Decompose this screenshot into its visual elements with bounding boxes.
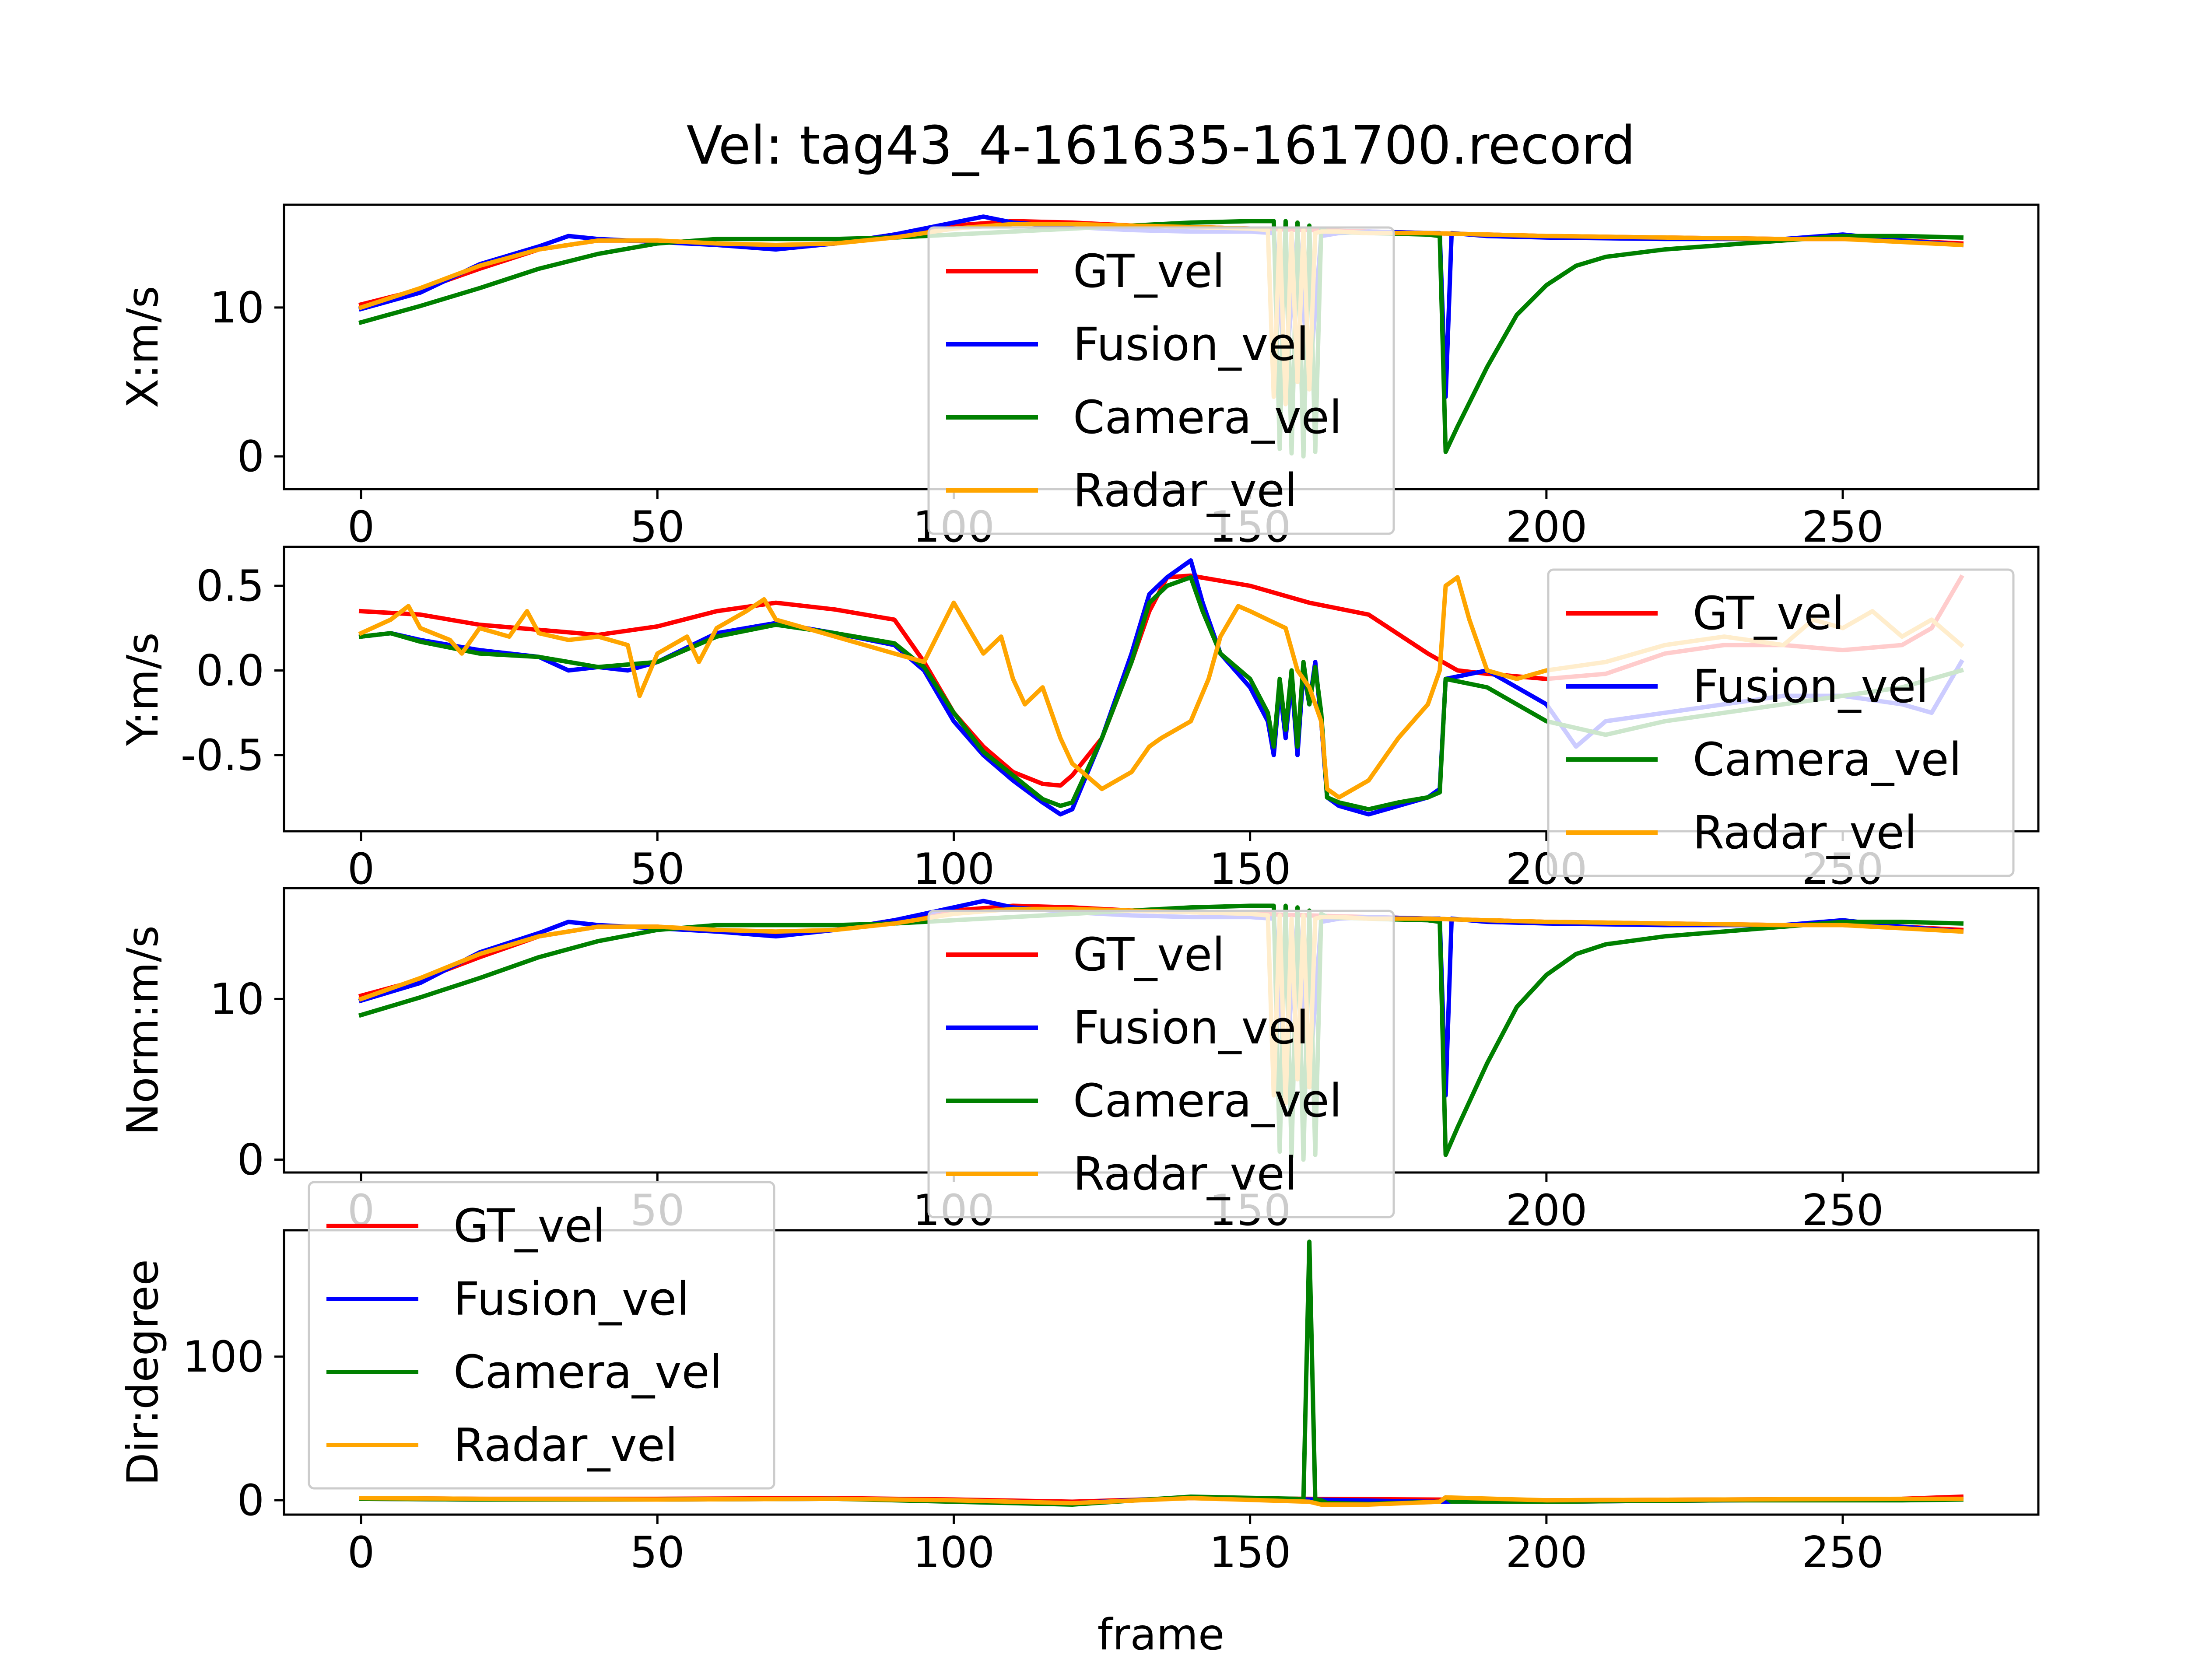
x-tick-label: 150 (1209, 1528, 1291, 1578)
legend-label: GT_vel (1073, 928, 1225, 981)
legend: GT_vel Fusion_vel Camera_vel Radar_vel (927, 910, 1395, 1218)
legend-box (308, 1181, 775, 1490)
legend-label: Fusion_vel (1693, 660, 1929, 713)
y-axis-label: X:m/s (118, 286, 168, 408)
x-tick-label: 250 (1802, 502, 1884, 552)
axes-frame (283, 546, 2040, 833)
x-tick-label: 0 (347, 844, 375, 894)
y-tick-label: 10 (210, 283, 264, 333)
legend-label: GT_vel (1073, 245, 1225, 298)
y-axis-label: Dir:degree (118, 1259, 168, 1486)
x-tick-label: 150 (1209, 844, 1291, 894)
legend-label: Fusion_vel (1073, 318, 1309, 371)
y-tick-label: 0.5 (196, 561, 264, 611)
legend: GT_vel Fusion_vel Camera_vel Radar_vel (308, 1181, 775, 1490)
legend: GT_vel Fusion_vel Camera_vel Radar_vel (1547, 568, 2015, 877)
legend-box (927, 910, 1395, 1218)
legend-label: Radar_vel (1693, 806, 1917, 859)
x-tick-label: 50 (630, 844, 685, 894)
legend-label: GT_vel (453, 1199, 605, 1253)
x-tick-label: 50 (630, 1528, 685, 1578)
y-axis-label: Norm:m/s (118, 925, 168, 1135)
y-tick-label: 0 (237, 1476, 264, 1526)
y-tick-label: -0.5 (181, 731, 264, 780)
legend-label: Radar_vel (1073, 464, 1297, 517)
y-tick-label: 100 (182, 1332, 264, 1382)
x-tick-label: 250 (1802, 1186, 1884, 1236)
series-line-radar-vel (359, 1495, 1964, 1507)
y-tick-label: 0 (237, 1135, 264, 1185)
x-tick-label: 0 (347, 502, 375, 552)
x-tick-label: 100 (913, 1528, 995, 1578)
subplot-2: 050100150200250-0.50.00.5Y:m/sGT_velFusi… (118, 546, 2040, 894)
x-tick-label: 50 (630, 502, 685, 552)
series-line-fusion-vel (358, 558, 1964, 817)
legend-label: Radar_vel (453, 1418, 678, 1472)
series-line-radar-vel (358, 575, 1964, 800)
y-tick-label: 0 (237, 432, 264, 482)
figure-title: Vel: tag43_4-161635-161700.record (687, 116, 1636, 176)
axes-frame (283, 1229, 2040, 1516)
legend-label: Camera_vel (1073, 391, 1342, 444)
y-tick-label: 0.0 (196, 646, 264, 696)
x-tick-label: 100 (913, 844, 995, 894)
x-tick-label: 200 (1505, 1528, 1587, 1578)
y-axis-label: Y:m/s (118, 632, 168, 746)
legend-label: Camera_vel (453, 1345, 722, 1399)
legend-label: Radar_vel (1073, 1147, 1297, 1200)
y-tick-label: 10 (210, 974, 264, 1024)
legend-label: Fusion_vel (453, 1272, 689, 1326)
legend-label: GT_vel (1693, 587, 1844, 640)
legend-label: Camera_vel (1693, 733, 1962, 786)
subplot-1: 050100150200250010X:m/sGT_velFusion_velC… (118, 203, 2040, 552)
legend-box (1547, 568, 2015, 877)
x-tick-label: 200 (1505, 502, 1587, 552)
legend: GT_vel Fusion_vel Camera_vel Radar_vel (927, 226, 1395, 535)
x-axis-label: frame (1098, 1610, 1225, 1660)
legend-label: Fusion_vel (1073, 1001, 1309, 1054)
x-tick-label: 250 (1802, 1528, 1884, 1578)
subplot-4: 0 50 100 150 200 250 0 100 Dir:degree GT_vel Fusio… (118, 1181, 2040, 1578)
legend-label: Camera_vel (1073, 1074, 1342, 1127)
plot-lines (359, 1239, 1964, 1507)
x-tick-label: 200 (1505, 1186, 1587, 1236)
legend-box (927, 226, 1395, 535)
subplots: 050100150200250010X:m/sGT_velFusion_velC… (118, 203, 2040, 1578)
x-tick-label: 0 (347, 1528, 375, 1578)
